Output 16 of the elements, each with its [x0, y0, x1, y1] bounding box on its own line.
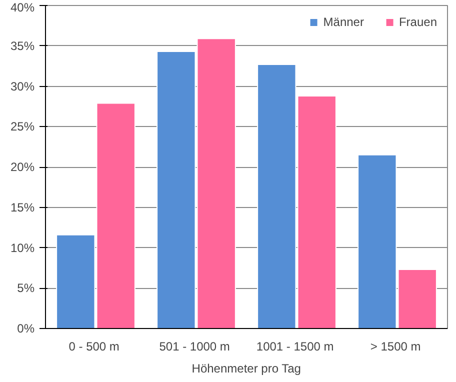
- y-tick-label: 0%: [17, 322, 35, 336]
- y-tick-label: 35%: [10, 38, 35, 53]
- legend-label: Frauen: [398, 15, 437, 29]
- y-tick-label: 5%: [17, 281, 35, 296]
- y-tick-label: 30%: [10, 79, 35, 94]
- legend-label: Männer: [323, 15, 364, 29]
- x-tick-label: > 1500 m: [370, 340, 421, 354]
- y-tick-label: 15%: [10, 200, 35, 214]
- y-tick-label: 40%: [10, 0, 35, 14]
- y-tick-label: 20%: [10, 160, 35, 174]
- y-tick-label: 25%: [10, 120, 35, 134]
- x-tick-label: 0 - 500 m: [68, 340, 120, 354]
- y-tick-label: 10%: [10, 240, 35, 255]
- x-tick-label: 501 - 1000 m: [159, 340, 230, 354]
- x-axis-title: Höhenmeter pro Tag: [192, 362, 301, 376]
- x-tick-label: 1001 - 1500 m: [256, 340, 334, 354]
